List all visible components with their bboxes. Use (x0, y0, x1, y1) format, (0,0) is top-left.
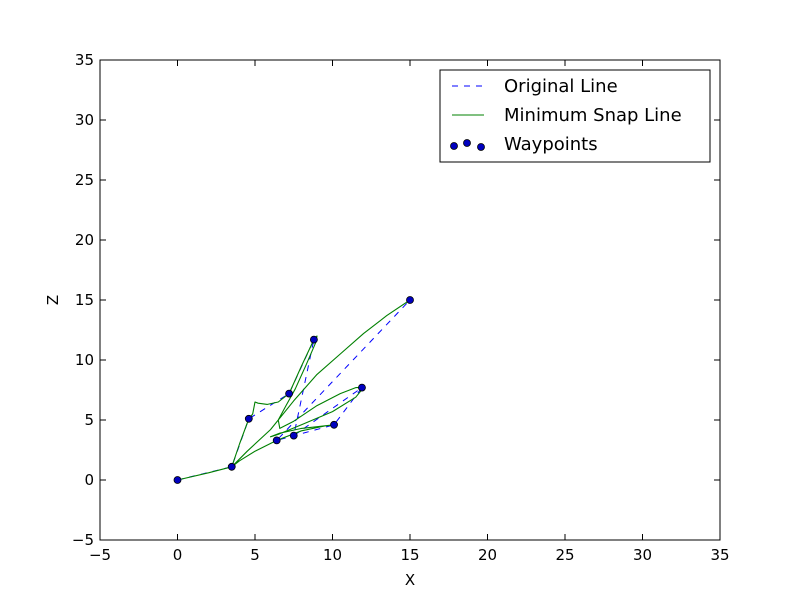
legend-waypoint-marker-1 (450, 142, 458, 150)
y-axis-label: Z (44, 295, 62, 305)
waypoint-marker (272, 436, 281, 445)
x-tick-label: −5 (89, 546, 111, 564)
series-original-line (177, 299, 411, 481)
legend-box (439, 69, 711, 163)
x-tick-label: 15 (400, 546, 419, 564)
y-tick-label: 0 (84, 471, 94, 489)
x-tick-label: 20 (478, 546, 497, 564)
legend-original-line-label: Original Line (504, 76, 618, 97)
waypoint-marker (309, 335, 318, 344)
y-tick-label: −5 (72, 531, 94, 549)
y-tick-label: 35 (75, 51, 94, 69)
legend-waypoints-label: Waypoints (504, 134, 598, 155)
legend-minsnap-line-label: Minimum Snap Line (504, 105, 682, 126)
x-tick-label: 25 (555, 546, 574, 564)
y-tick-label: 10 (75, 351, 94, 369)
waypoint-marker (289, 431, 298, 440)
x-tick-label: 30 (633, 546, 652, 564)
ticks-layer: −5 0 5 10 15 20 25 30 35 −5 0 5 10 15 20 25 30 35 (72, 51, 730, 564)
x-tick-label: 0 (173, 546, 183, 564)
y-tick-label: 20 (75, 231, 94, 249)
waypoint-marker (244, 414, 253, 423)
waypoint-marker (227, 462, 236, 471)
x-tick-label: 35 (710, 546, 729, 564)
legend-waypoint-marker-3 (477, 143, 485, 151)
y-tick-label: 5 (84, 411, 94, 429)
series-layer (173, 296, 414, 484)
legend: Original Line Minimum Snap Line Waypoint… (439, 69, 711, 163)
waypoint-marker (406, 296, 414, 304)
x-tick-label: 5 (250, 546, 260, 564)
y-tick-label: 30 (75, 111, 94, 129)
x-tick-label: 10 (323, 546, 342, 564)
legend-waypoint-marker-2 (463, 139, 471, 147)
x-axis-label: X (405, 571, 415, 589)
y-tick-label: 25 (75, 171, 94, 189)
series-minimum-snap-line (177, 299, 411, 481)
waypoint-marker (173, 476, 182, 484)
waypoint-marker (358, 383, 366, 392)
waypoint-marker (330, 420, 338, 429)
y-tick-label: 15 (75, 291, 94, 309)
waypoint-marker (285, 389, 294, 398)
